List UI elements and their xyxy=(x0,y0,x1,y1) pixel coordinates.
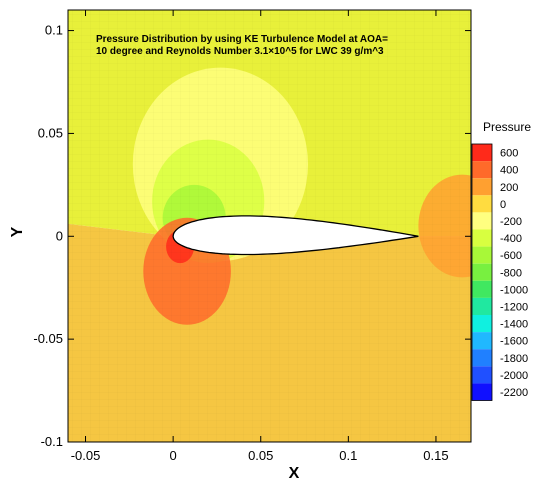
airfoil-layer xyxy=(172,215,419,256)
legend-title: Pressure xyxy=(483,120,531,134)
pressure-legend: 600 400 200 0 -200 -400 -600 -800 -1000 -1200 -140… xyxy=(471,143,528,401)
legend-label: 600 xyxy=(500,148,518,160)
legend-label: -1600 xyxy=(500,336,528,348)
legend-swatch xyxy=(472,383,492,401)
legend-swatch xyxy=(472,297,492,315)
airfoil-shape xyxy=(172,215,419,256)
legend-swatch xyxy=(472,195,492,213)
x-tick-label: 0.05 xyxy=(248,448,273,463)
legend-label: -400 xyxy=(500,233,522,245)
x-tick-label: 0.15 xyxy=(423,448,448,463)
legend-swatch xyxy=(472,246,492,264)
y-tick-label: -0.1 xyxy=(41,434,63,449)
legend-swatch xyxy=(472,178,492,196)
y-tick-label: -0.05 xyxy=(33,331,63,346)
legend-frame xyxy=(471,143,493,401)
x-tick-label: -0.05 xyxy=(71,448,101,463)
y-tick-label: 0 xyxy=(56,228,63,243)
legend-label: -1800 xyxy=(500,353,528,365)
legend-label: -1000 xyxy=(500,284,528,296)
legend-label: -600 xyxy=(500,250,522,262)
legend-label: -200 xyxy=(500,216,522,228)
plot-frame xyxy=(67,9,472,443)
legend-label: 200 xyxy=(500,182,518,194)
legend-label: 0 xyxy=(500,199,506,211)
axis-ticks: -0.05 0 0.05 0.1 0.15 -0.1 -0.05 0 0.05 0.1 xyxy=(33,10,471,463)
x-tick-label: 0 xyxy=(170,448,177,463)
legend-label: -2200 xyxy=(500,387,528,399)
legend-swatch xyxy=(472,161,492,179)
x-tick-label: 0.1 xyxy=(339,448,357,463)
y-tick-label: 0.1 xyxy=(45,23,63,38)
legend-swatch xyxy=(472,280,492,298)
legend-swatch xyxy=(472,263,492,281)
legend-swatch xyxy=(472,144,492,162)
y-axis-label: Y xyxy=(9,226,26,237)
legend-swatch xyxy=(472,212,492,230)
x-axis-label: X xyxy=(289,465,300,482)
legend-label: -800 xyxy=(500,267,522,279)
legend-swatch xyxy=(472,332,492,350)
legend-label: 400 xyxy=(500,165,518,177)
legend-swatch xyxy=(472,229,492,247)
y-tick-label: 0.05 xyxy=(38,125,63,140)
chart-title-line-1: Pressure Distribution by using KE Turbul… xyxy=(96,34,388,45)
legend-label: -1400 xyxy=(500,319,528,331)
legend-label: -2000 xyxy=(500,370,528,382)
chart-title-line-2: 10 degree and Reynolds Number 3.1×10^5 f… xyxy=(96,46,384,57)
legend-swatch xyxy=(472,349,492,367)
legend-label: -1200 xyxy=(500,301,528,313)
legend-swatch xyxy=(472,315,492,333)
legend-swatch xyxy=(472,366,492,384)
